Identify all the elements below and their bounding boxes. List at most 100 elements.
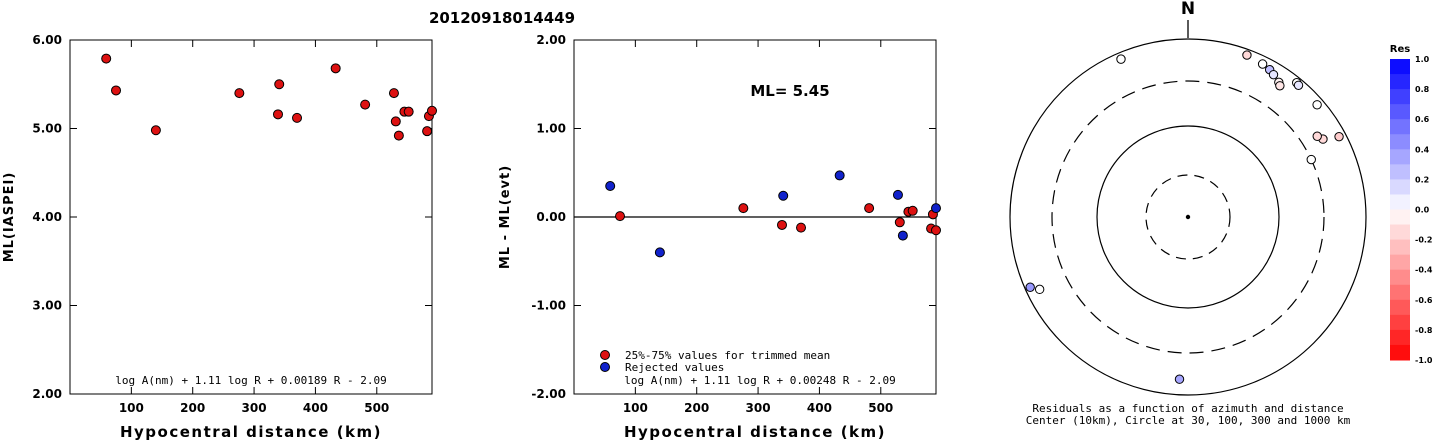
colorbar-swatch <box>1390 284 1410 301</box>
residual-distance-x-axis: 100 200 300 400 500 <box>623 40 893 415</box>
res-data-point <box>897 230 908 241</box>
res-data-point <box>894 217 905 228</box>
residual-distance-ylabel: ML - ML(evt) <box>498 165 513 269</box>
ml-data-point <box>150 125 161 136</box>
station-residual-point <box>1242 50 1252 60</box>
colorbar-swatches <box>1390 59 1410 361</box>
ml-data-point <box>234 88 245 99</box>
station-residual-point <box>1275 81 1285 91</box>
figure-title: 20120918014449 <box>429 9 575 27</box>
residual-colorbar: Res 1.0 0.8 0.6 0.4 0.2 0.0 -0.2 -0.4 -0.6 -0.8 -1… <box>1390 44 1433 365</box>
res-data-point <box>615 211 626 222</box>
colorbar-swatch <box>1390 74 1410 90</box>
ml-data-point <box>393 130 404 141</box>
north-label: N <box>1181 0 1195 19</box>
azimuth-distance-points <box>1025 50 1344 384</box>
colorbar-swatch <box>1390 134 1410 150</box>
colorbar-tick-label: -0.8 <box>1415 326 1433 335</box>
colorbar-tick-label: 1.0 <box>1415 55 1430 64</box>
colorbar-swatch <box>1390 179 1410 195</box>
ml-data-point <box>390 116 401 127</box>
ml-data-point <box>272 109 283 120</box>
station-residual-point <box>1312 100 1322 110</box>
ml-data-point <box>330 63 341 74</box>
res-xtick-label: 500 <box>868 401 893 415</box>
res-xtick-label: 400 <box>807 401 832 415</box>
res-ytick-label: -1.00 <box>531 299 566 313</box>
res-data-point <box>834 170 845 181</box>
res-data-point <box>778 190 789 201</box>
res-data-point <box>907 205 918 216</box>
ring-1000km <box>1009 38 1367 396</box>
ml-data-point <box>388 88 399 99</box>
colorbar-swatch <box>1390 299 1410 316</box>
colorbar-swatch <box>1390 239 1410 256</box>
colorbar-tick-label: 0.0 <box>1415 206 1430 215</box>
ml-data-point <box>111 85 122 96</box>
ml-distance-frame <box>69 39 433 395</box>
colorbar-tick-label: 0.6 <box>1415 115 1430 124</box>
ml-data-point <box>360 99 371 110</box>
colorbar-swatch <box>1390 149 1410 165</box>
station-residual-point <box>1334 131 1344 142</box>
residual-distance-panel: -2.00 -1.00 0.00 1.00 2.00 100 200 300 400 500 M… <box>498 33 941 441</box>
station-residual-point <box>1034 284 1045 295</box>
residual-distance-points <box>605 170 941 258</box>
res-data-point <box>931 203 941 214</box>
colorbar-swatch <box>1390 194 1410 210</box>
ml-xtick-label: 500 <box>364 401 389 415</box>
ring-300km <box>1051 80 1325 354</box>
ml-ytick-label: 3.00 <box>32 299 62 313</box>
colorbar-tick-label: 0.8 <box>1415 85 1430 94</box>
station-residual-point <box>1116 54 1126 64</box>
station-residual-point <box>1293 80 1304 91</box>
residual-distance-y-axis: -2.00 -1.00 0.00 1.00 2.00 <box>531 33 936 401</box>
res-data-point <box>776 219 787 230</box>
res-xtick-label: 200 <box>684 401 709 415</box>
station-residual-point <box>1174 374 1185 384</box>
ml-ytick-label: 5.00 <box>32 122 62 136</box>
colorbar-swatch <box>1390 269 1410 286</box>
ring-100km <box>1096 125 1280 309</box>
colorbar-tick-label: -1.0 <box>1415 356 1433 365</box>
colorbar-swatch <box>1390 224 1410 241</box>
res-ytick-label: 1.00 <box>536 122 566 136</box>
ml-data-point <box>427 105 437 116</box>
colorbar-tick-label: 0.4 <box>1415 145 1430 154</box>
legend-marker-trimmed <box>600 350 610 360</box>
colorbar-swatch <box>1390 254 1410 271</box>
colorbar-swatch <box>1390 104 1410 120</box>
res-data-point <box>892 189 903 200</box>
epicenter-marker <box>1185 214 1191 220</box>
legend-marker-rejected <box>600 362 610 372</box>
colorbar-swatch <box>1390 89 1410 105</box>
ml-ytick-label: 6.00 <box>32 33 62 47</box>
ml-annotation: ML= 5.45 <box>750 82 829 100</box>
colorbar-swatch <box>1390 164 1410 180</box>
polar-caption-line2: Center (10km), Circle at 30, 100, 300 an… <box>1026 414 1351 427</box>
res-ytick-label: 2.00 <box>536 33 566 47</box>
ml-data-point <box>422 126 433 137</box>
res-data-point <box>605 181 616 192</box>
res-data-point <box>796 222 807 233</box>
ml-distance-points <box>101 53 437 141</box>
colorbar-tick-label: -0.2 <box>1415 236 1433 245</box>
ml-xtick-label: 300 <box>242 401 267 415</box>
colorbar-swatch <box>1390 119 1410 135</box>
ml-ytick-label: 4.00 <box>32 210 62 224</box>
residual-distance-formula: log A(nm) + 1.11 log R + 0.00248 R - 2.0… <box>624 374 896 387</box>
res-data-point <box>864 203 875 214</box>
ml-xtick-label: 100 <box>119 401 144 415</box>
res-ytick-label: 0.00 <box>536 210 566 224</box>
station-residual-point <box>1257 59 1268 69</box>
colorbar-swatch <box>1390 59 1410 75</box>
colorbar-tick-label: -0.4 <box>1415 266 1433 275</box>
colorbar-title: Res <box>1390 44 1410 55</box>
res-data-point <box>654 247 665 258</box>
colorbar-ticks: 1.0 0.8 0.6 0.4 0.2 0.0 -0.2 -0.4 -0.6 -0.8 -1.0 <box>1415 55 1433 365</box>
ml-xtick-label: 400 <box>303 401 328 415</box>
ml-distance-y-axis: 2.00 3.00 4.00 5.00 6.00 <box>32 33 432 401</box>
res-data-point <box>931 225 941 236</box>
station-residual-point <box>1306 154 1316 165</box>
